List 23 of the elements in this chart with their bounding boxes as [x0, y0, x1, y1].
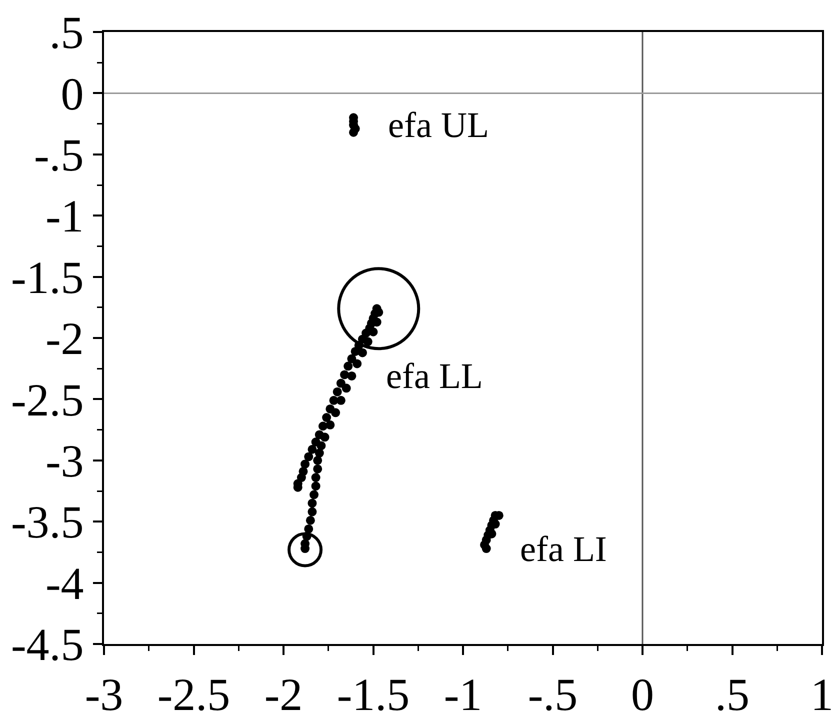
y-tick-label: -1.5 — [10, 252, 84, 303]
y-tick-label: -2 — [45, 313, 84, 364]
x-tick-label: -1.5 — [336, 669, 410, 720]
y-tick-label: 0 — [60, 68, 84, 120]
y-tick-label: .5 — [49, 7, 84, 58]
y-tick-label: -4 — [45, 558, 84, 609]
y-tick-label: -1 — [45, 190, 84, 242]
x-tick-label: -2.5 — [157, 669, 230, 720]
y-tick-label: -.5 — [34, 130, 84, 180]
series-label: efa LL — [386, 356, 483, 396]
y-tick-label: -4.5 — [10, 619, 84, 670]
x-tick-label: -3 — [84, 669, 124, 720]
series-label: efa UL — [388, 105, 489, 145]
x-tick-label: .5 — [715, 669, 750, 720]
x-tick-label: 1 — [810, 669, 834, 720]
x-tick-label: 0 — [631, 669, 654, 720]
x-tick-label: -.5 — [528, 669, 578, 720]
y-tick-label: -2.5 — [10, 374, 84, 426]
y-tick-label: -3 — [45, 436, 84, 486]
series-label: efa LI — [520, 529, 607, 569]
x-tick-label: -1 — [444, 669, 482, 720]
y-tick-label: -3.5 — [10, 496, 84, 548]
x-tick-label: -2 — [264, 669, 303, 720]
